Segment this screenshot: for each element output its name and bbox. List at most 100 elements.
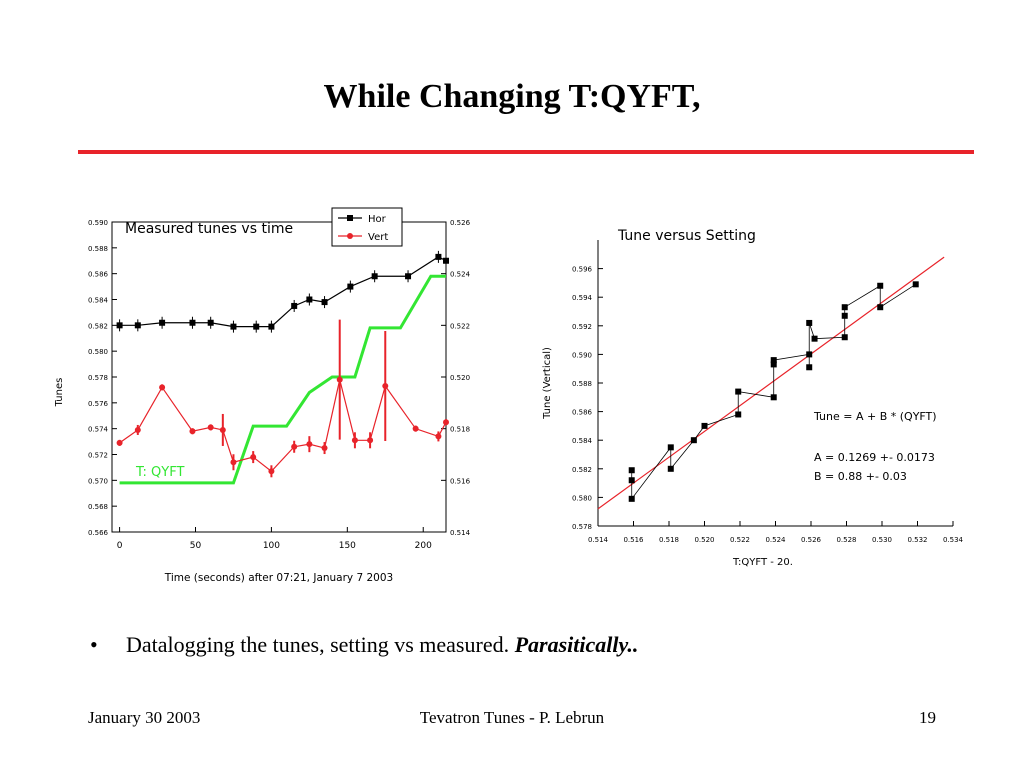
data-line (631, 283, 916, 501)
fit-annotation: B = 0.88 +- 0.03 (814, 470, 907, 483)
x-tick-label: 0.520 (694, 536, 714, 544)
x-tick-label: 0.524 (765, 536, 786, 544)
x-tick-label: 0.522 (730, 536, 750, 544)
y-tick-label: 0.584 (572, 437, 593, 445)
x-tick-label: 200 (415, 541, 432, 551)
data-point (735, 411, 742, 418)
series-line-qyft (119, 274, 446, 485)
x-tick-label: 0.518 (659, 536, 679, 544)
x-tick-label: 150 (339, 541, 356, 551)
hor-point (230, 323, 237, 330)
hor-point (443, 257, 449, 264)
data-point (841, 312, 848, 319)
y-tick-label: 0.586 (572, 409, 593, 417)
y-tick-label: 0.590 (572, 351, 592, 359)
data-point (806, 319, 813, 326)
data-point (912, 281, 919, 288)
data-point (628, 467, 635, 474)
hor-point (189, 319, 196, 326)
data-point (841, 334, 848, 341)
hor-point (253, 323, 260, 330)
x-tick-label: 0 (117, 541, 123, 551)
y-tick-label: 0.572 (88, 452, 108, 460)
data-point (628, 495, 635, 502)
data-point (628, 477, 635, 484)
hor-point (207, 319, 214, 326)
y-tick-label: 0.576 (88, 400, 109, 408)
y-axis-label: Tune (Vertical) (542, 347, 553, 420)
tune-vs-setting-chart: 0.514 0.516 0.518 0.520 0.522 0.524 0.526 0.528… (542, 228, 964, 568)
bullet-text: Datalogging the tunes, setting vs measur… (126, 632, 515, 657)
y-tick-label: 0.582 (572, 466, 592, 474)
x-tick-label: 0.532 (907, 536, 927, 544)
y-tick-label: 0.570 (88, 477, 108, 485)
data-point (770, 361, 777, 368)
vert-point (134, 426, 141, 433)
hor-point (306, 296, 313, 303)
x-axis-label: Time (seconds) after 07:21, January 7 20… (164, 572, 393, 584)
vert-point (443, 419, 449, 426)
y-tick-label: 0.578 (572, 523, 592, 531)
data-point (690, 437, 697, 444)
y-tick-label: 0.592 (572, 323, 592, 331)
chart-title: Tune versus Setting (617, 228, 756, 244)
x-tick-label: 100 (263, 541, 280, 551)
y-tick-label: 0.596 (572, 266, 593, 274)
hor-point (347, 283, 354, 290)
y-tick-label: 0.568 (88, 503, 108, 511)
vert-point (336, 376, 343, 383)
series-line-hor (119, 256, 447, 328)
y-tick-label: 0.580 (572, 494, 592, 502)
hor-point (321, 299, 328, 306)
x-tick-label: 0.534 (943, 536, 964, 544)
hor-point (405, 273, 412, 280)
vert-point (306, 441, 313, 448)
vert-point (351, 437, 358, 444)
vert-point (268, 468, 275, 475)
legend-marker (347, 233, 353, 239)
y-tick-label: 0.594 (572, 294, 593, 302)
vert-point (321, 445, 328, 452)
vert-point (189, 428, 196, 435)
x-tick-label: 50 (190, 541, 202, 551)
y-tick-label: 0.588 (572, 380, 592, 388)
vert-point (412, 425, 419, 432)
y-tick-label: 0.590 (88, 219, 108, 227)
y-tick-label: 0.584 (88, 297, 109, 305)
x-tick-label: 0.514 (588, 536, 609, 544)
fit-annotation: Tune = A + B * (QYFT) (813, 410, 937, 423)
qyft-annotation: T: QYFT (135, 465, 184, 480)
legend-box (331, 207, 403, 247)
footer-title: Tevatron Tunes - P. Lebrun (419, 708, 605, 727)
x-tick-label: 0.528 (836, 536, 856, 544)
y2-tick-label: 0.518 (450, 426, 470, 434)
vert-point (382, 383, 389, 390)
hor-point (134, 322, 141, 329)
vert-point (435, 433, 442, 440)
bullet-emphasis: Parasitically.. (514, 632, 639, 657)
chart-title: Measured tunes vs time (125, 221, 293, 237)
x-axis-label: T:QYFT - 20. (732, 557, 793, 568)
legend-label: Vert (368, 232, 388, 243)
title-rule (78, 150, 974, 154)
data-point (770, 357, 777, 364)
y2-tick-label: 0.514 (450, 529, 470, 537)
data-point (877, 304, 884, 311)
vert-point (291, 443, 298, 450)
data-point (841, 304, 848, 311)
data-point (806, 364, 813, 371)
vert-point (159, 384, 166, 391)
y2-tick-label: 0.516 (450, 477, 470, 485)
data-point (877, 282, 884, 289)
legend-marker (347, 215, 353, 221)
slide-title: While Changing T:QYFT, (323, 78, 701, 115)
data-point (667, 444, 674, 451)
y-tick-label: 0.566 (88, 529, 109, 537)
vert-point (230, 459, 237, 466)
hor-point (116, 322, 123, 329)
vert-point (207, 424, 214, 431)
vert-point (116, 439, 123, 446)
y-tick-label: 0.586 (88, 271, 109, 279)
x-tick-label: 0.530 (872, 536, 892, 544)
y2-tick-label: 0.526 (450, 219, 470, 227)
